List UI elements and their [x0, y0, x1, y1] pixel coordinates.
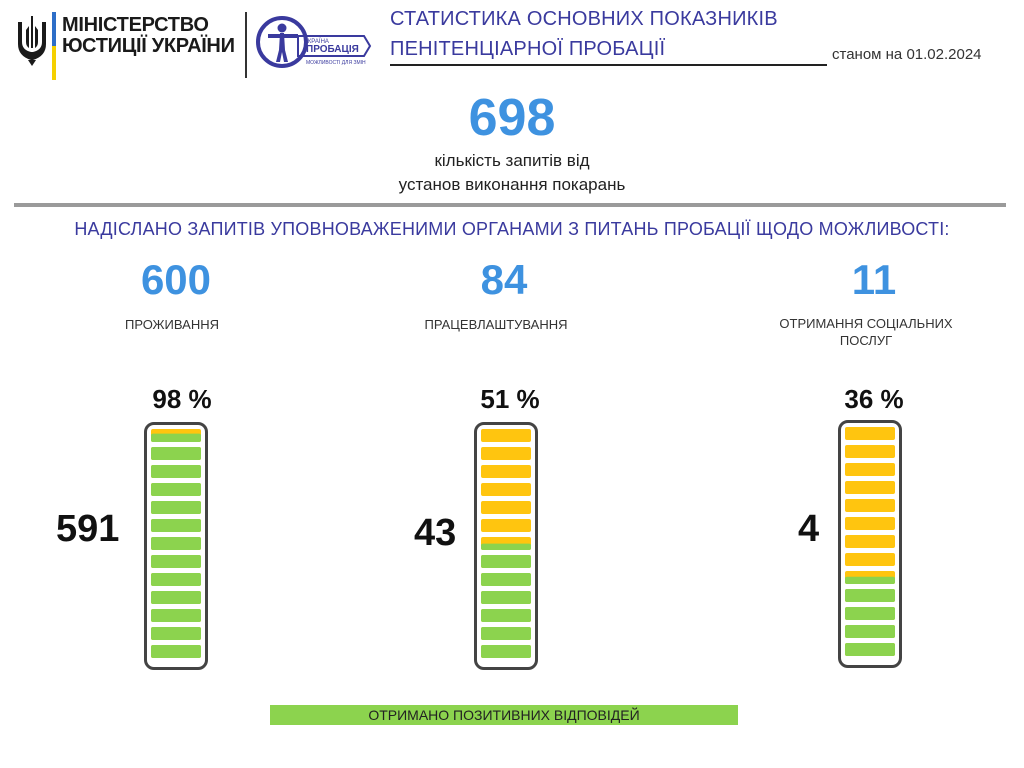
probation-logo-icon: УКРАЇНА ПРОБАЦІЯ МОЖЛИВОСТІ ДЛЯ ЗМІН	[254, 12, 374, 72]
meter-segment	[845, 445, 895, 458]
as-of-date: станом на 01.02.2024	[832, 46, 982, 63]
meter-segment	[481, 555, 531, 568]
probation-logo-text2: ПРОБАЦІЯ	[306, 44, 359, 55]
meter-segment	[845, 463, 895, 476]
ministry-name-line1: МІНІСТЕРСТВО	[62, 14, 209, 36]
meter-segment	[845, 571, 895, 584]
social-services-label-line2: ПОСЛУГ	[839, 333, 893, 348]
housing-percent: 98 %	[152, 384, 212, 414]
total-requests-value: 698	[468, 89, 556, 147]
meter-segment	[481, 609, 531, 622]
meter-segment	[481, 645, 531, 658]
employment-requests-value: 84	[480, 256, 528, 303]
meter-segment	[481, 537, 531, 550]
meter-segment	[151, 537, 201, 550]
meter-segment	[151, 627, 201, 640]
meter-segment	[845, 517, 895, 530]
meter-segment	[151, 609, 201, 622]
page-title-line1: СТАТИСТИКА ОСНОВНИХ ПОКАЗНИКІВ	[390, 8, 778, 30]
meter-segment	[481, 501, 531, 514]
housing-label: ПРОЖИВАННЯ	[125, 317, 219, 332]
ministry-name-line2: ЮСТИЦІЇ УКРАЇНИ	[62, 35, 235, 57]
meter-segment	[481, 627, 531, 640]
probation-logo-text1: УКРАЇНА	[304, 38, 329, 45]
meter-segment	[845, 625, 895, 638]
meter-segment	[151, 465, 201, 478]
page-title-line2: ПЕНІТЕНЦІАРНОЇ ПРОБАЦІЇ	[390, 38, 666, 60]
social-services-requests-value: 11	[851, 256, 897, 303]
trident-icon	[14, 12, 50, 68]
meter-segment	[481, 447, 531, 460]
meter-segment	[151, 591, 201, 604]
meter-segment	[151, 573, 201, 586]
title-underline	[390, 64, 827, 66]
meter-segment	[151, 483, 201, 496]
meter-segment	[151, 555, 201, 568]
housing-requests-value: 600	[140, 256, 212, 303]
housing-positive-count: 591	[56, 508, 120, 550]
meter-segment	[481, 519, 531, 532]
meter-segment	[151, 501, 201, 514]
meter-segment	[845, 643, 895, 656]
meter-segment	[845, 589, 895, 602]
total-caption-line1: кількість запитів від	[434, 151, 590, 170]
meter-segment	[151, 447, 201, 460]
meter-segment	[151, 429, 201, 442]
meter-segment	[845, 535, 895, 548]
meter-segment	[481, 573, 531, 586]
meter-segment	[845, 481, 895, 494]
meter-segment	[845, 607, 895, 620]
section-separator	[14, 203, 1006, 207]
social-services-positive-count: 4	[798, 508, 820, 550]
probation-logo-text3: МОЖЛИВОСТІ ДЛЯ ЗМІН	[306, 60, 366, 66]
employment-label: ПРАЦЕВЛАШТУВАННЯ	[424, 317, 568, 332]
section-title: НАДІСЛАНО ЗАПИТІВ УПОВНОВАЖЕНИМИ ОРГАНАМ…	[74, 219, 950, 239]
meter-segment	[151, 645, 201, 658]
meter-segment	[481, 591, 531, 604]
social-services-meter	[838, 420, 902, 668]
housing-meter	[144, 422, 208, 670]
meter-segment	[481, 465, 531, 478]
meter-segment	[481, 429, 531, 442]
social-services-percent: 36 %	[844, 384, 904, 414]
flag-bar	[52, 12, 56, 80]
meter-segment	[151, 519, 201, 532]
meter-segment	[481, 483, 531, 496]
employment-positive-count: 43	[414, 512, 457, 554]
meter-segment	[845, 553, 895, 566]
total-caption-line2: установ виконання покарань	[398, 175, 626, 194]
legend-positive-responses: ОТРИМАНО ПОЗИТИВНИХ ВІДПОВІДЕЙ	[270, 705, 738, 725]
social-services-label-line1: ОТРИМАННЯ СОЦІАЛЬНИХ	[779, 316, 953, 331]
employment-meter	[474, 422, 538, 670]
employment-percent: 51 %	[480, 384, 540, 414]
meter-segment	[845, 427, 895, 440]
header-divider	[245, 12, 247, 78]
meter-segment	[845, 499, 895, 512]
